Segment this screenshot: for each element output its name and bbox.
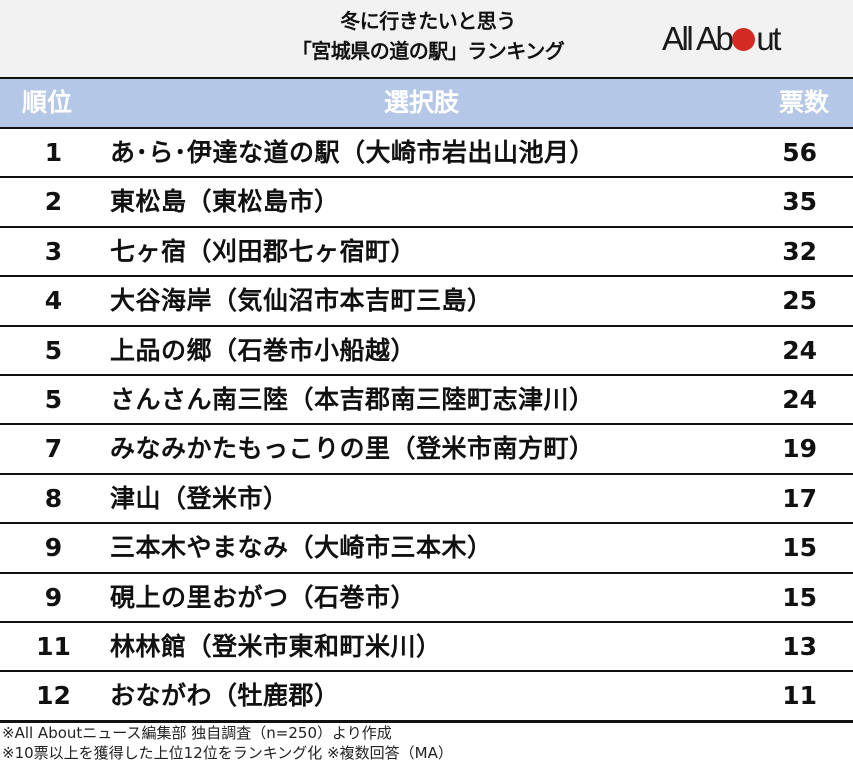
table-row: 4 大谷海岸（気仙沼市本吉町三島） 25 [0, 277, 853, 327]
footnotes: ※All Aboutニュース編集部 独自調査（n=250）より作成 ※10票以上… [2, 723, 453, 763]
table-row: 1 あ･ら･伊達な道の駅（大崎市岩出山池月） 56 [0, 129, 853, 179]
votes-cell: 11 [782, 681, 817, 711]
allabout-logo: All Ab ut [662, 20, 781, 57]
rank-cell: 11 [36, 631, 71, 661]
rank-cell: 5 [44, 384, 63, 414]
table-row: 11 林林館（登米市東和町米川） 13 [0, 623, 853, 673]
votes-cell: 32 [782, 236, 817, 266]
votes-cell: 13 [782, 631, 817, 661]
table-row: 12 おながわ（牡鹿郡） 11 [0, 672, 853, 723]
name-cell: あ･ら･伊達な道の駅（大崎市岩出山池月） [110, 138, 596, 167]
column-header-name: 選択肢 [383, 88, 459, 117]
table-row: 9 硯上の里おがつ（石巻市） 15 [0, 574, 853, 623]
table-row: 2 東松島（東松島市） 35 [0, 178, 853, 228]
logo-text-end: ut [756, 20, 781, 57]
name-cell: おながわ（牡鹿郡） [110, 681, 340, 711]
rank-cell: 2 [44, 187, 63, 217]
table-row: 3 七ヶ宿（刈田郡七ヶ宿町） 32 [0, 228, 853, 278]
logo-red-dot-icon [732, 28, 756, 51]
name-cell: みなみかたもっこりの里（登米市南方町） [110, 434, 595, 464]
table-row: 8 津山（登米市） 17 [0, 475, 853, 525]
votes-cell: 25 [782, 286, 817, 316]
votes-cell: 24 [782, 335, 817, 365]
name-cell: さんさん南三陸（本吉郡南三陸町志津川） [110, 384, 595, 414]
name-cell: 硯上の里おがつ（石巻市） [110, 582, 417, 612]
table-row: 9 三本木やまなみ（大崎市三本木） 15 [0, 524, 853, 574]
votes-cell: 19 [782, 434, 817, 464]
rank-cell: 9 [44, 582, 63, 612]
name-cell: 大谷海岸（気仙沼市本吉町三島） [110, 286, 493, 316]
votes-cell: 35 [782, 187, 817, 217]
title-area: 冬に行きたいと思う 「宮城県の道の駅」ランキング All Ab ut [0, 0, 853, 77]
table-header: 順位 選択肢 票数 [0, 77, 853, 129]
rank-cell: 5 [44, 335, 63, 365]
table-row: 5 さんさん南三陸（本吉郡南三陸町志津川） 24 [0, 376, 853, 426]
title-line-2: 「宮城県の道の駅」ランキング [291, 39, 565, 63]
name-cell: 上品の郷（石巻市小船越） [110, 335, 417, 365]
table-body: 1 あ･ら･伊達な道の駅（大崎市岩出山池月） 56 2 東松島（東松島市） 35… [0, 129, 853, 723]
rank-cell: 1 [44, 138, 63, 167]
rank-cell: 8 [44, 483, 63, 513]
rank-cell: 12 [36, 681, 71, 711]
name-cell: 津山（登米市） [110, 483, 289, 513]
chart-title: 冬に行きたいと思う 「宮城県の道の駅」ランキング [0, 6, 853, 66]
rank-cell: 7 [44, 434, 63, 464]
votes-cell: 24 [782, 384, 817, 414]
name-cell: 東松島（東松島市） [110, 187, 340, 217]
column-header-rank: 順位 [22, 88, 73, 117]
name-cell: 七ヶ宿（刈田郡七ヶ宿町） [110, 236, 417, 266]
ranking-table: 順位 選択肢 票数 1 あ･ら･伊達な道の駅（大崎市岩出山池月） 56 2 東松… [0, 77, 853, 723]
votes-cell: 15 [782, 533, 817, 563]
votes-cell: 15 [782, 582, 817, 612]
footnote-source: ※All Aboutニュース編集部 独自調査（n=250）より作成 [2, 724, 392, 742]
rank-cell: 3 [44, 236, 63, 266]
votes-cell: 17 [782, 483, 817, 513]
title-line-1: 冬に行きたいと思う [340, 9, 516, 33]
table-row: 7 みなみかたもっこりの里（登米市南方町） 19 [0, 425, 853, 475]
name-cell: 三本木やまなみ（大崎市三本木） [110, 533, 493, 563]
footnote-method: ※10票以上を獲得した上位12位をランキング化 ※複数回答（MA） [2, 744, 453, 762]
rank-cell: 9 [44, 533, 63, 563]
votes-cell: 56 [782, 138, 817, 167]
table-row: 5 上品の郷（石巻市小船越） 24 [0, 327, 853, 376]
rank-cell: 4 [44, 286, 63, 316]
name-cell: 林林館（登米市東和町米川） [110, 631, 442, 661]
column-header-votes: 票数 [778, 88, 829, 117]
logo-text-start: All Ab [662, 20, 734, 57]
